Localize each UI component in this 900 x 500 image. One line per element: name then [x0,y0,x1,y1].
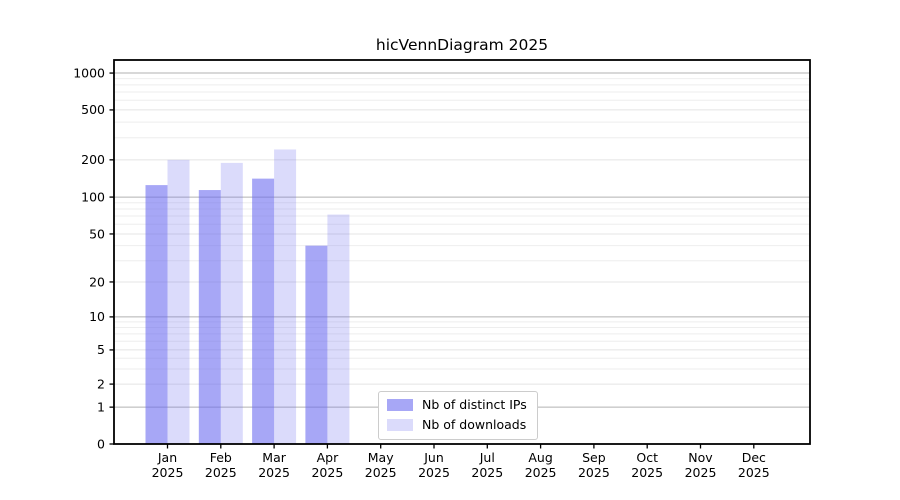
x-tick-year-dec: 2025 [738,465,770,480]
x-tick-label-nov: Nov [688,450,713,465]
bar-downloads-mar [274,149,297,445]
y-tick-label-0: 0 [97,436,105,451]
x-tick-year-jun: 2025 [418,465,450,480]
x-tick-label-may: May [368,450,394,465]
y-tick-label-500: 500 [81,102,105,117]
y-tick-label-200: 200 [81,152,105,167]
x-tick-year-jan: 2025 [152,465,184,480]
legend-label-distinct-ips: Nb of distinct IPs [422,397,527,412]
bar-downloads-feb [220,162,243,444]
bar-downloads-apr [327,214,350,444]
x-tick-year-may: 2025 [365,465,397,480]
y-tick-label-10: 10 [89,309,105,324]
y-tick-label-20: 20 [89,274,105,289]
bar-downloads-jan [167,159,190,444]
legend-label-downloads: Nb of downloads [422,417,527,433]
legend-swatch-distinct-ips [387,399,413,412]
x-tick-year-mar: 2025 [258,465,290,480]
y-tick-label-50: 50 [89,226,105,241]
x-tick-label-jul: Jul [479,450,495,465]
x-tick-year-sep: 2025 [578,465,610,480]
x-tick-label-jan: Jan [157,450,177,465]
x-tick-year-feb: 2025 [205,465,237,480]
x-tick-label-sep: Sep [582,450,606,465]
x-tick-year-nov: 2025 [685,465,717,480]
legend-item-distinct-ips: Nb of distinct IPs [387,397,527,413]
x-tick-year-apr: 2025 [311,465,343,480]
y-tick-label-5: 5 [97,342,105,357]
x-tick-label-apr: Apr [317,450,339,465]
y-tick-label-2: 2 [97,376,105,391]
plot-frame [113,59,811,445]
x-tick-label-feb: Feb [210,450,232,465]
bar-ips-jan [145,185,168,445]
x-tick-label-dec: Dec [742,450,766,465]
x-tick-label-mar: Mar [262,450,286,465]
bar-ips-feb [198,190,221,444]
y-tick-label-100: 100 [81,189,105,204]
x-tick-year-jul: 2025 [471,465,503,480]
legend: Nb of distinct IPs Nb of downloads [378,391,538,440]
y-tick-label-1000: 1000 [73,65,105,80]
x-tick-label-oct: Oct [636,450,658,465]
x-tick-label-aug: Aug [528,450,552,465]
bar-ips-apr [305,245,328,444]
y-tick-label-1: 1 [97,399,105,414]
x-tick-year-oct: 2025 [631,465,663,480]
bar-ips-mar [252,178,275,445]
x-tick-label-jun: Jun [423,450,444,465]
x-tick-year-aug: 2025 [525,465,557,480]
legend-swatch-downloads [387,419,413,432]
chart-title: hicVennDiagram 2025 [375,36,549,54]
legend-item-downloads: Nb of downloads [387,417,527,433]
